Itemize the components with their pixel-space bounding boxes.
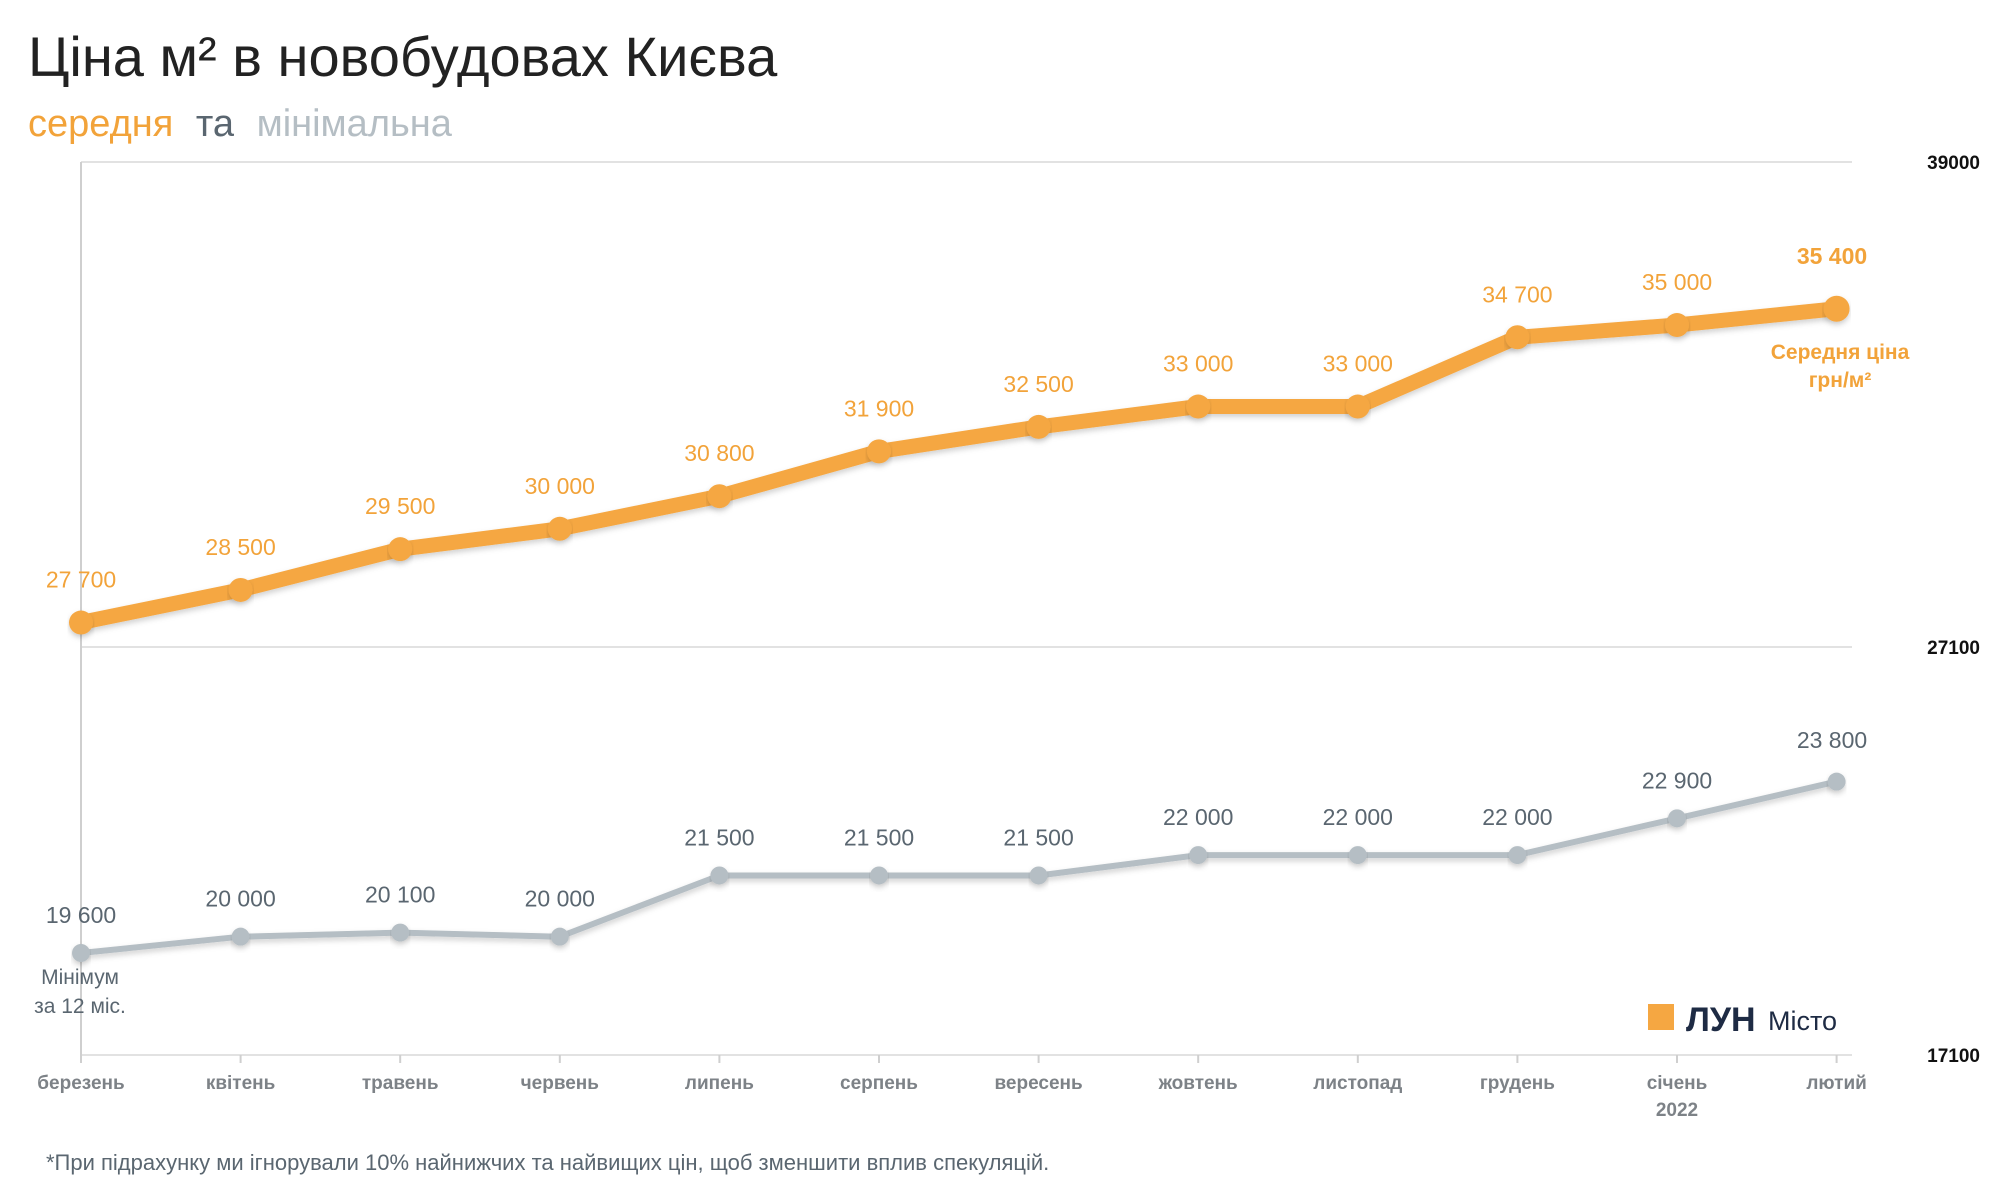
- minimum-price-label: 20 100: [365, 882, 435, 908]
- y-tick-label: 39000: [1927, 153, 1980, 174]
- footnote: *При підрахунку ми ігнорували 10% найниж…: [46, 1150, 1049, 1175]
- chart-subtitle: середня та мінімальна: [28, 103, 453, 145]
- x-tick-label: лютий: [1806, 1073, 1867, 1094]
- minimum-price-line: [78, 778, 1840, 956]
- average-price-label: 27 700: [46, 567, 116, 593]
- average-price-point: [388, 537, 413, 562]
- average-price-label: 31 900: [844, 395, 914, 421]
- minimum-price-label: 20 000: [525, 886, 595, 912]
- minimum-price-label: 22 900: [1642, 767, 1712, 793]
- logo: ЛУН Місто: [1648, 1001, 1837, 1039]
- minimum-price-point: [1348, 846, 1367, 865]
- minimum-price-label: 21 500: [1003, 824, 1073, 850]
- minimum-price-label: 21 500: [844, 824, 914, 850]
- y-tick-label: 27100: [1927, 638, 1980, 659]
- minimum-price-point: [1508, 846, 1527, 865]
- minimum-price-point: [1029, 866, 1048, 885]
- average-price-label: 35 000: [1642, 269, 1712, 295]
- average-price-unit-note: грн/м²: [1809, 369, 1872, 392]
- logo-name: ЛУН: [1686, 1001, 1756, 1039]
- average-price-label: 32 500: [1003, 371, 1073, 397]
- average-price-point: [547, 516, 572, 541]
- average-price-label: 35 400: [1797, 243, 1867, 269]
- data-labels: 27 700 28 500 29 500 30 000 30 800 31 900 32 5…: [46, 243, 1867, 928]
- average-price-label: 29 500: [365, 493, 435, 519]
- average-price-point: [1665, 313, 1689, 338]
- minimum-price-point: [231, 927, 250, 946]
- minimum-price-point: [1668, 809, 1686, 828]
- average-price-label: 30 000: [525, 473, 595, 499]
- logo-sub: Місто: [1768, 1006, 1837, 1036]
- average-price-label: 28 500: [205, 534, 275, 560]
- logo-square-icon: [1648, 1004, 1674, 1030]
- minimum-price-point: [1827, 772, 1846, 791]
- x-tick-label: травень: [362, 1073, 439, 1094]
- x-tick-label: вересень: [994, 1073, 1082, 1094]
- minimum-price-label: 21 500: [684, 824, 754, 850]
- average-price-label: 33 000: [1323, 351, 1393, 377]
- y-tick-label: 17100: [1927, 1046, 1980, 1067]
- average-price-line: [73, 301, 1845, 630]
- average-price-point: [69, 610, 93, 635]
- grid: 39000 27100 17100: [80, 153, 1980, 1067]
- x-tick-label: квітень: [206, 1073, 276, 1094]
- minimum-price-label: 22 000: [1323, 804, 1393, 830]
- minimum-price-point: [72, 944, 90, 962]
- x-tick-label: березень: [37, 1073, 124, 1094]
- average-price-point: [707, 484, 732, 509]
- average-price-point: [1505, 325, 1530, 350]
- average-price-point: [1823, 295, 1850, 322]
- minimum-period-note: за 12 міс.: [34, 995, 126, 1018]
- subtitle-minimum: мінімальна: [257, 103, 453, 145]
- minimum-price-point: [870, 866, 888, 885]
- average-price-point: [228, 577, 253, 602]
- minimum-price-label: 22 000: [1163, 804, 1233, 830]
- x-tick-label: серпень: [840, 1073, 918, 1094]
- minimum-price-label: 20 000: [205, 886, 275, 912]
- x-tick-sublabel: 2022: [1656, 1100, 1698, 1121]
- x-tick-label: жовтень: [1158, 1073, 1238, 1094]
- x-axis: березень квітень травень червень липень серпе…: [37, 1055, 1867, 1121]
- minimum-price-label: 22 000: [1482, 804, 1552, 830]
- minimum-price-point: [710, 866, 729, 885]
- minimum-price-point: [1189, 846, 1208, 865]
- average-price-point: [867, 439, 891, 464]
- subtitle-average: середня: [28, 103, 173, 145]
- average-price-point: [1186, 394, 1211, 419]
- x-tick-label: грудень: [1480, 1073, 1555, 1094]
- minimum-price-point: [550, 927, 569, 946]
- minimum-note: Мінімум: [41, 966, 119, 989]
- x-tick-label: липень: [685, 1073, 754, 1094]
- minimum-price-point: [391, 923, 410, 942]
- chart-title: Ціна м² в новобудовах Києва: [28, 25, 778, 88]
- minimum-price-label: 23 800: [1797, 727, 1867, 753]
- x-tick-label: січень: [1647, 1073, 1708, 1094]
- average-price-label: 30 800: [684, 440, 754, 466]
- x-tick-label: червень: [521, 1073, 599, 1094]
- average-price-note: Середня ціна: [1771, 341, 1910, 364]
- subtitle-and: та: [196, 103, 235, 145]
- average-price-label: 34 700: [1482, 281, 1552, 307]
- average-price-point: [1345, 394, 1370, 419]
- x-tick-label: листопад: [1313, 1073, 1402, 1094]
- average-price-point: [1026, 414, 1051, 439]
- series: [69, 295, 1850, 962]
- average-price-label: 33 000: [1163, 351, 1233, 377]
- minimum-price-label: 19 600: [46, 902, 116, 928]
